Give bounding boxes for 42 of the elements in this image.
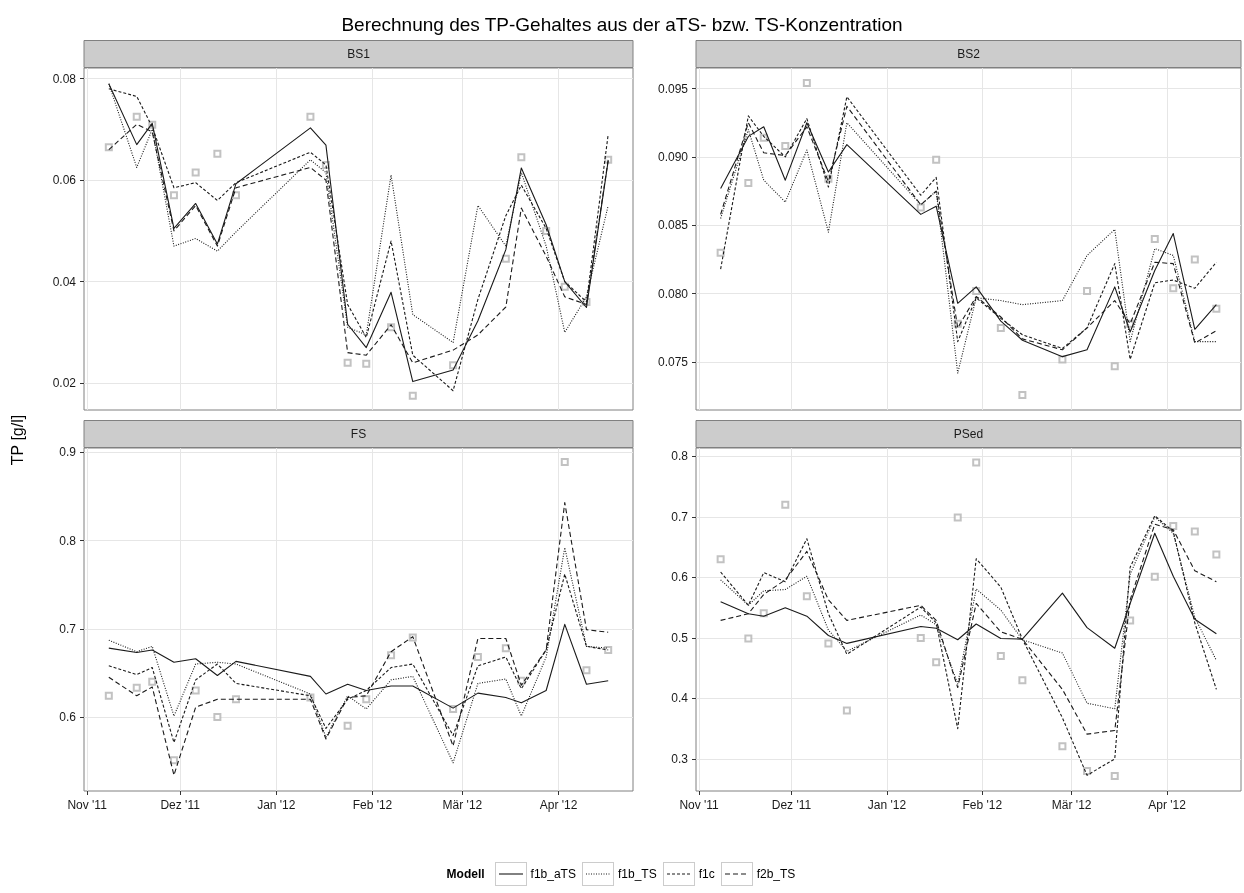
- legend-label: f1b_TS: [617, 867, 657, 881]
- y-tick-label: 0.095: [657, 81, 689, 96]
- x-tick-label: Nov '11: [67, 798, 108, 812]
- y-tick-label: 0.4: [671, 691, 689, 706]
- x-tick-label: Jan '12: [257, 798, 296, 812]
- x-tick-label: Feb '12: [962, 798, 1003, 812]
- y-tick-label: 0.8: [59, 533, 77, 548]
- x-tick-label: Mär '12: [1051, 798, 1092, 812]
- chart-subtitle: FS: [350, 427, 367, 441]
- y-tick-label: 0.075: [657, 355, 689, 370]
- x-tick-label: Mär '12: [442, 798, 483, 812]
- chart-subtitle: PSed: [953, 427, 984, 441]
- x-tick-label: Jan '12: [867, 798, 907, 812]
- chart-subtitle: BS2: [957, 47, 981, 61]
- y-tick-label: 0.090: [657, 149, 689, 164]
- y-tick-label: 0.6: [671, 570, 689, 585]
- y-tick-label: 0.8: [671, 449, 689, 464]
- y-tick-label: 0.5: [671, 630, 689, 645]
- x-tick-label: Apr '12: [1148, 798, 1187, 812]
- chart-subtitle: BS1: [347, 47, 371, 61]
- y-tick-label: 0.08: [52, 71, 77, 86]
- y-tick-label: 0.9: [59, 445, 77, 460]
- x-tick-label: Feb '12: [352, 798, 393, 812]
- y-tick-label: 0.6: [59, 709, 77, 724]
- y-tick-label: 0.02: [52, 376, 77, 391]
- y-tick-label: 0.7: [59, 621, 77, 636]
- legend-title: Modell: [446, 867, 485, 881]
- y-tick-label: 0.7: [671, 509, 689, 524]
- x-tick-label: Dez '11: [771, 798, 812, 812]
- chart-title: Berechnung des TP-Gehaltes aus der aTS- bzw. TS-Konzentration: [340, 14, 904, 36]
- x-tick-label: Apr '12: [539, 798, 578, 812]
- y-tick-label: 0.3: [671, 751, 689, 766]
- y-tick-label: 0.085: [657, 218, 689, 233]
- y-tick-label: 0.06: [52, 173, 77, 188]
- x-tick-label: Nov '11: [679, 798, 720, 812]
- legend-label: f1c: [698, 867, 715, 881]
- y-tick-label: 0.080: [657, 286, 689, 301]
- legend-label: f2b_TS: [756, 867, 796, 881]
- y-tick-label: 0.04: [52, 274, 77, 289]
- x-tick-label: Dez '11: [160, 798, 201, 812]
- legend-label: f1b_aTS: [530, 867, 576, 881]
- y-axis-title: TP [g/l]: [9, 414, 27, 466]
